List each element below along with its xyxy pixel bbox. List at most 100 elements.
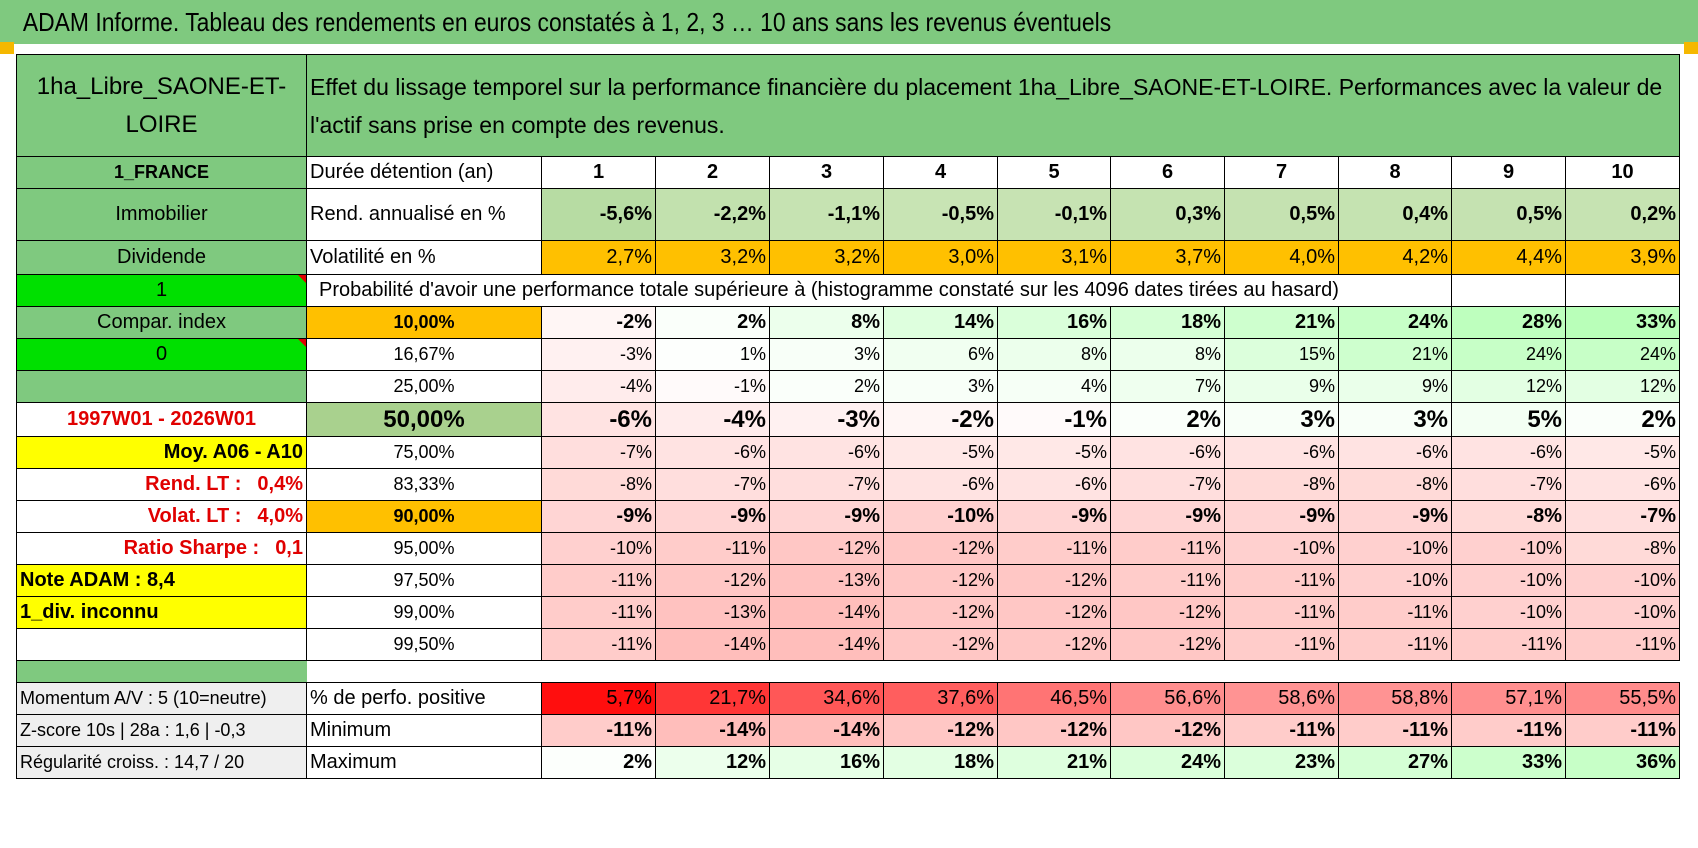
percentile-value-cell: 15% <box>1224 338 1339 371</box>
corner-marker-right <box>1684 42 1698 54</box>
regularite-label: Régularité croiss. : 14,7 / 20 <box>16 746 307 779</box>
percentile-value-cell: -9% <box>997 500 1111 533</box>
spacer-green-cell <box>16 660 307 683</box>
percentile-value-cell: -13% <box>769 564 884 597</box>
percentile-cell: 25,00% <box>306 370 542 403</box>
percentile-value-cell: -7% <box>769 468 884 501</box>
percentile-value-cell: 2% <box>769 370 884 403</box>
percentile-value-cell: 1% <box>655 338 770 371</box>
table-row: Régularité croiss. : 14,7 / 20 Maximum 2% 1… <box>16 746 1680 779</box>
rend-cell: -5,6% <box>541 188 656 241</box>
rend-cell: 0,3% <box>1110 188 1225 241</box>
year-header: 10 <box>1565 156 1680 189</box>
percentile-value-cell: -14% <box>769 628 884 661</box>
percentile-value-cell: -5% <box>997 436 1111 469</box>
pct-positive-cell: 21,7% <box>655 682 770 715</box>
percentile-value-cell: -12% <box>769 532 884 565</box>
percentile-value-cell: -3% <box>541 338 656 371</box>
rend-cell: -2,2% <box>655 188 770 241</box>
table-row: Z-score 10s | 28a : 1,6 | -0,3 Minimum -11… <box>16 714 1680 747</box>
percentile-value-cell: -11% <box>1338 596 1452 629</box>
empty-cell <box>1451 274 1566 307</box>
percentile-value-cell: 12% <box>1451 370 1566 403</box>
minimum-cell: -14% <box>655 714 770 747</box>
table-row: Volat. LT :4,0% 90,00% -9% -9% -9% -10% -9% -9%… <box>16 500 1680 533</box>
minimum-cell: -11% <box>1565 714 1680 747</box>
rend-label: Rend. annualisé en % <box>306 188 542 241</box>
spacer-cell <box>307 661 1680 683</box>
table-row: 1ha_Libre_SAONE-ET-LOIRE Effet du lissage… <box>16 54 1680 157</box>
pct-positive-cell: 55,5% <box>1565 682 1680 715</box>
corner-marker-left <box>0 42 14 54</box>
percentile-value-cell: -11% <box>655 532 770 565</box>
percentile-value-cell: 21% <box>1338 338 1452 371</box>
percentile-value-cell: -1% <box>997 402 1111 437</box>
report-title: ADAM Informe. Tableau des rendements en … <box>0 0 1698 44</box>
pct-positive-cell: 58,6% <box>1224 682 1339 715</box>
year-header: 9 <box>1451 156 1566 189</box>
percentile-value-cell: 24% <box>1565 338 1680 371</box>
volat-lt-value: 4,0% <box>257 505 303 527</box>
volat-lt-cell: Volat. LT : 4,0% <box>16 500 307 533</box>
minimum-cell: -12% <box>1110 714 1225 747</box>
zscore-label: Z-score 10s | 28a : 1,6 | -0,3 <box>16 714 307 747</box>
table-row: Momentum A/V : 5 (10=neutre)% de perfo. … <box>16 682 1680 715</box>
rend-cell: 0,5% <box>1451 188 1566 241</box>
percentile-value-cell: -14% <box>769 596 884 629</box>
table-row: 1 Probabilité d'avoir une performance tot… <box>16 274 1680 307</box>
percentile-cell: 83,33% <box>306 468 542 501</box>
percentile-value-cell: -11% <box>541 564 656 597</box>
maximum-cell: 33% <box>1451 746 1566 779</box>
percentile-value-cell: -10% <box>1338 532 1452 565</box>
percentile-value-cell: -12% <box>883 628 998 661</box>
volat-cell: 3,2% <box>655 240 770 275</box>
pct-positive-cell: 34,6% <box>769 682 884 715</box>
table-row: 25,00% -4% -1% 2% 3% 4% 7% 9% 9% 12% 12% <box>16 370 1680 403</box>
volat-cell: 3,0% <box>883 240 998 275</box>
table-row: 1_div. inconnu 99,00% -11% -13% -14% -12% -12%… <box>16 596 1680 629</box>
percentile-value-cell: -8% <box>1224 468 1339 501</box>
flag-one: 1 <box>16 274 307 307</box>
percentile-value-cell: 24% <box>1338 306 1452 339</box>
minimum-cell: -11% <box>1338 714 1452 747</box>
percentile-value-cell: -6% <box>997 468 1111 501</box>
percentile-value-cell: -8% <box>541 468 656 501</box>
maximum-cell: 2% <box>541 746 656 779</box>
percentile-value-cell: -12% <box>997 596 1111 629</box>
minimum-cell: -11% <box>1451 714 1566 747</box>
table-row: Dividende Volatilité en % 2,7% 3,2% 3,2% 3,0%… <box>16 240 1680 275</box>
pct-positive-cell: 57,1% <box>1451 682 1566 715</box>
percentile-value-cell: 14% <box>883 306 998 339</box>
percentile-value-cell: -12% <box>997 564 1111 597</box>
rend-cell: -0,1% <box>997 188 1111 241</box>
percentile-value-cell: -4% <box>655 402 770 437</box>
percentile-value-cell: 24% <box>1451 338 1566 371</box>
percentile-value-cell: -8% <box>1451 500 1566 533</box>
category-label: Immobilier <box>16 188 307 241</box>
year-header: 8 <box>1338 156 1452 189</box>
percentile-value-cell: 28% <box>1451 306 1566 339</box>
percentile-value-cell: 9% <box>1224 370 1339 403</box>
percentile-value-cell: 12% <box>1565 370 1680 403</box>
percentile-value-cell: 2% <box>1110 402 1225 437</box>
duration-label: Durée détention (an) <box>306 156 542 189</box>
empty-cell <box>16 628 307 661</box>
percentile-value-cell: -8% <box>1565 532 1680 565</box>
maximum-cell: 21% <box>997 746 1111 779</box>
div-label: 1_div. inconnu <box>16 596 307 629</box>
percentile-value-cell: -9% <box>1110 500 1225 533</box>
percentile-value-cell: -12% <box>883 596 998 629</box>
minimum-cell: -12% <box>883 714 998 747</box>
percentile-value-cell: -12% <box>655 564 770 597</box>
percentile-cell: 97,50% <box>306 564 542 597</box>
table-row: 0 16,67% -3% 1% 3% 6% 8% 8% 15% 21% 24% 24% <box>16 338 1680 371</box>
percentile-value-cell: -2% <box>883 402 998 437</box>
table-row: 99,50% -11% -14% -14% -12% -12% -12% -11% -11% -1… <box>16 628 1680 661</box>
table-row: Note ADAM : 8,4 97,50% -11% -12% -13% -12% -12… <box>16 564 1680 597</box>
maximum-cell: 36% <box>1565 746 1680 779</box>
maximum-cell: 12% <box>655 746 770 779</box>
percentile-value-cell: -13% <box>655 596 770 629</box>
percentile-value-cell: 33% <box>1565 306 1680 339</box>
year-header: 1 <box>541 156 656 189</box>
percentile-value-cell: 4% <box>997 370 1111 403</box>
